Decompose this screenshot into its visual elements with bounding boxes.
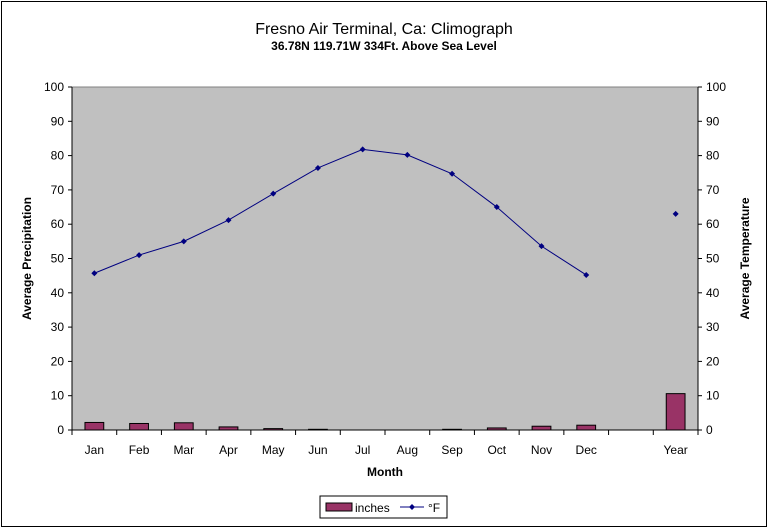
bar-inches-Apr	[218, 426, 239, 431]
y-tick-label-right: 0	[706, 423, 713, 437]
bar-inches-May	[263, 428, 284, 431]
bars-layer	[84, 393, 686, 431]
bar-inches-Jun	[308, 428, 328, 431]
y-tick-label-left: 90	[51, 114, 65, 128]
legend-label-temperature: °F	[428, 501, 440, 515]
line-layer	[91, 146, 679, 278]
bar-inches-Sep	[442, 428, 462, 431]
bar-inches-Oct	[486, 427, 507, 431]
y-tick-label-left: 0	[57, 423, 64, 437]
plot-area	[71, 86, 699, 431]
y-axis-title-left: Average Precipitation	[20, 197, 34, 320]
temperature-point-Mar	[180, 238, 187, 245]
y-tick-label-right: 70	[706, 183, 720, 197]
x-tick-label: Aug	[397, 443, 418, 457]
legend-box	[319, 495, 448, 519]
temperature-point-Aug	[404, 151, 411, 158]
temperature-point-Jul	[359, 146, 366, 153]
y-tick-label-right: 100	[706, 80, 726, 94]
temperature-point-Dec	[583, 271, 590, 278]
y-tick-label-left: 50	[51, 252, 65, 266]
x-tick-label: Feb	[129, 443, 150, 457]
x-tick-label: Mar	[173, 443, 194, 457]
x-tick-label: Jan	[85, 443, 104, 457]
y-tick-label-left: 100	[44, 80, 64, 94]
legend-label-inches: inches	[355, 501, 390, 515]
x-tick-label: Sep	[441, 443, 463, 457]
chart-title: Fresno Air Terminal, Ca: Climograph	[255, 21, 513, 38]
legend-swatch-inches	[325, 502, 353, 512]
temperature-point-Apr	[225, 217, 232, 224]
temperature-point-Nov	[538, 243, 545, 250]
x-tick-label: Apr	[219, 443, 238, 457]
y-tick-label-left: 80	[51, 149, 65, 163]
y-tick-label-right: 40	[706, 286, 720, 300]
chart-subtitle: 36.78N 119.71W 334Ft. Above Sea Level	[271, 39, 497, 53]
x-tick-label: Jul	[355, 443, 370, 457]
x-tick-label: May	[262, 443, 285, 457]
x-tick-label: Jun	[308, 443, 327, 457]
bar-inches-Feb	[129, 422, 149, 431]
x-tick-label: Nov	[531, 443, 552, 457]
y-tick-label-right: 80	[706, 149, 720, 163]
legend-marker-temperature	[409, 504, 415, 510]
temperature-point-Jun	[314, 164, 321, 171]
y-tick-label-right: 60	[706, 217, 720, 231]
bar-inches-Mar	[173, 422, 194, 431]
bar-inches-Dec	[576, 424, 597, 431]
bar-inches-Nov	[531, 425, 552, 431]
y-tick-label-left: 10	[51, 389, 65, 403]
y-tick-label-right: 10	[706, 389, 720, 403]
temperature-point-May	[270, 190, 277, 197]
y-tick-label-right: 90	[706, 114, 720, 128]
y-tick-label-left: 60	[51, 217, 65, 231]
y-tick-label-right: 50	[706, 252, 720, 266]
temperature-point-Feb	[136, 252, 143, 259]
y-tick-label-left: 70	[51, 183, 65, 197]
y-tick-label-left: 30	[51, 320, 65, 334]
x-tick-label: Oct	[487, 443, 506, 457]
y-tick-label-left: 20	[51, 354, 65, 368]
x-tick-label: Dec	[576, 443, 597, 457]
bar-inches-Year	[665, 393, 686, 431]
y-tick-label-right: 20	[706, 354, 720, 368]
temperature-point-Jan	[91, 270, 98, 277]
ticks-layer: 0 0 10 10 20 20 30 30 40 40 50 50 60 60 70 70 80 80 90 90 10…	[44, 80, 726, 457]
y-tick-label-right: 30	[706, 320, 720, 334]
legend: inches °F	[319, 495, 448, 519]
x-tick-label: Year	[664, 443, 688, 457]
temperature-point-Sep	[449, 170, 456, 177]
y-axis-title-right: Average Temperature	[738, 197, 752, 319]
bar-inches-Jan	[84, 421, 105, 431]
y-tick-label-left: 40	[51, 286, 65, 300]
temperature-point-Year	[672, 210, 679, 217]
temperature-point-Oct	[493, 204, 500, 211]
x-axis-title: Month	[367, 465, 403, 479]
